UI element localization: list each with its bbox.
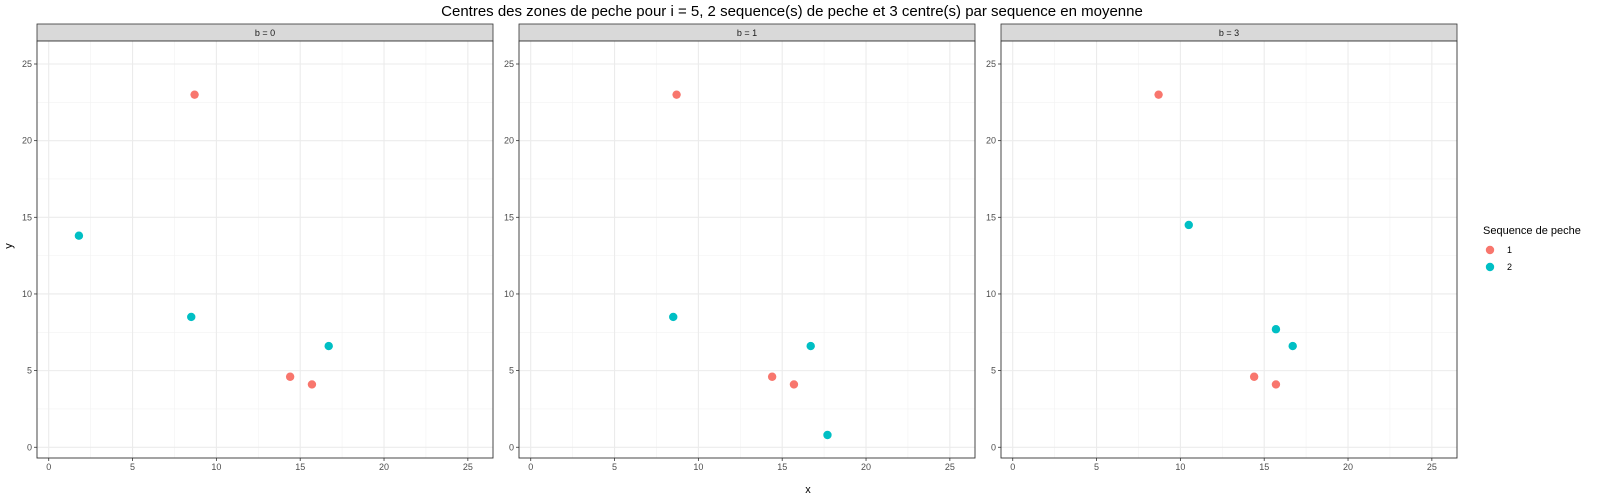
data-point-sequence-1 bbox=[789, 380, 799, 389]
x-tick-label: 25 bbox=[1427, 462, 1437, 472]
facet-panel: b = 1 0 5 10 15 20 25 0 5 10 15 20 25 bbox=[504, 23, 976, 472]
facet-strip-label: b = 0 bbox=[255, 28, 275, 38]
data-point-sequence-2 bbox=[1184, 220, 1193, 230]
data-point-sequence-1 bbox=[1154, 90, 1163, 99]
x-tick-label: 10 bbox=[693, 462, 703, 472]
legend-title: Sequence de peche bbox=[1483, 225, 1581, 237]
y-tick-label: 5 bbox=[27, 366, 32, 376]
x-tick-label: 10 bbox=[1175, 462, 1185, 472]
data-point-sequence-1 bbox=[672, 90, 681, 99]
facet-strip-label: b = 1 bbox=[737, 28, 757, 38]
y-tick-label: 20 bbox=[986, 136, 996, 146]
data-point-sequence-2 bbox=[1288, 341, 1297, 351]
x-tick-label: 5 bbox=[1094, 462, 1099, 472]
x-tick-label: 25 bbox=[463, 462, 473, 472]
facet-panel: b = 0 0 5 10 15 20 25 0 5 10 15 20 25 bbox=[22, 23, 494, 472]
facet-panels: b = 0 0 5 10 15 20 25 0 5 10 15 20 25 b = 1 0 5 10 15 20 25… bbox=[22, 23, 1458, 472]
data-point-sequence-2 bbox=[823, 430, 832, 440]
y-tick-label: 10 bbox=[22, 289, 32, 299]
x-tick-label: 10 bbox=[211, 462, 221, 472]
x-tick-label: 15 bbox=[295, 462, 305, 472]
x-tick-label: 5 bbox=[612, 462, 617, 472]
x-tick-label: 20 bbox=[379, 462, 389, 472]
data-point-sequence-1 bbox=[285, 372, 295, 381]
x-tick-label: 5 bbox=[130, 462, 135, 472]
facet-panel: b = 3 0 5 10 15 20 25 0 5 10 15 20 25 bbox=[986, 23, 1458, 472]
x-tick-label: 0 bbox=[46, 462, 51, 472]
panel-background bbox=[1001, 41, 1457, 458]
data-point-sequence-1 bbox=[190, 90, 199, 99]
data-point-sequence-1 bbox=[307, 380, 317, 389]
y-axis-title: y bbox=[3, 243, 15, 249]
x-tick-label: 20 bbox=[861, 462, 871, 472]
data-point-sequence-2 bbox=[669, 312, 678, 322]
legend-key-2 bbox=[1485, 262, 1495, 272]
legend: Sequence de peche 1 2 bbox=[1483, 225, 1581, 272]
x-tick-label: 20 bbox=[1343, 462, 1353, 472]
data-point-sequence-2 bbox=[74, 231, 84, 240]
data-point-sequence-2 bbox=[324, 341, 333, 351]
panel-background bbox=[37, 41, 493, 458]
y-tick-label: 20 bbox=[22, 136, 32, 146]
legend-label: 2 bbox=[1507, 262, 1512, 272]
x-tick-label: 25 bbox=[945, 462, 955, 472]
panel-border bbox=[1000, 40, 1458, 459]
legend-key-1 bbox=[1485, 245, 1495, 255]
y-tick-label: 15 bbox=[22, 212, 32, 222]
y-tick-label: 25 bbox=[504, 59, 514, 69]
y-tick-label: 0 bbox=[27, 442, 32, 452]
y-tick-label: 15 bbox=[504, 212, 514, 222]
y-tick-label: 0 bbox=[509, 442, 514, 452]
y-tick-label: 20 bbox=[504, 136, 514, 146]
chart-title: Centres des zones de peche pour i = 5, 2… bbox=[441, 3, 1143, 20]
y-tick-label: 5 bbox=[991, 366, 996, 376]
data-point-sequence-1 bbox=[1271, 380, 1281, 389]
data-point-sequence-1 bbox=[1249, 372, 1259, 381]
x-tick-label: 15 bbox=[777, 462, 787, 472]
legend-label: 1 bbox=[1507, 245, 1512, 255]
y-tick-label: 10 bbox=[986, 289, 996, 299]
data-point-sequence-2 bbox=[1271, 325, 1281, 334]
data-point-sequence-2 bbox=[806, 341, 815, 351]
y-tick-label: 5 bbox=[509, 366, 514, 376]
y-tick-label: 10 bbox=[504, 289, 514, 299]
panel-border bbox=[36, 40, 494, 459]
x-tick-label: 0 bbox=[528, 462, 533, 472]
x-tick-label: 15 bbox=[1259, 462, 1269, 472]
y-tick-label: 0 bbox=[991, 442, 996, 452]
y-tick-label: 25 bbox=[986, 59, 996, 69]
facet-strip-label: b = 3 bbox=[1219, 28, 1239, 38]
panel-border bbox=[518, 40, 976, 459]
panel-background bbox=[519, 41, 975, 458]
x-tick-label: 0 bbox=[1010, 462, 1015, 472]
data-point-sequence-2 bbox=[187, 312, 196, 322]
y-tick-label: 15 bbox=[986, 212, 996, 222]
data-point-sequence-1 bbox=[767, 372, 777, 381]
x-axis-title: x bbox=[805, 484, 811, 496]
y-tick-label: 25 bbox=[22, 59, 32, 69]
